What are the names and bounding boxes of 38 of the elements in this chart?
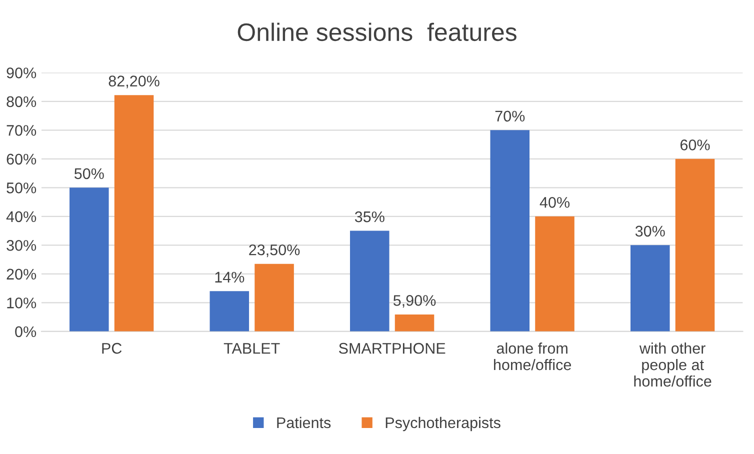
bar	[630, 245, 670, 332]
x-tick-label: PC	[102, 342, 122, 354]
bar	[114, 95, 154, 332]
data-label: 35%	[354, 211, 384, 222]
data-label: 5,90%	[393, 295, 436, 308]
x-tick-label: with other people at home/office	[634, 342, 712, 387]
x-tick-label: alone from home/office	[494, 342, 572, 370]
y-tick-label: 90%	[6, 68, 36, 78]
data-label: 30%	[635, 226, 665, 237]
bar	[394, 314, 434, 332]
y-tick-label: 50%	[6, 182, 36, 194]
bar	[490, 130, 530, 332]
data-label: 50%	[74, 168, 104, 180]
data-label: 14%	[215, 272, 244, 283]
bar	[70, 188, 109, 332]
y-tick-label: 80%	[6, 96, 36, 108]
y-tick-label: 60%	[6, 154, 36, 165]
bar	[535, 216, 574, 332]
bar	[350, 230, 390, 332]
legend-label: Patients	[277, 416, 331, 428]
data-label: 40%	[540, 197, 570, 208]
bar	[675, 158, 715, 332]
bar	[210, 291, 250, 332]
data-label: 82,20%	[108, 76, 160, 88]
y-tick-label: 70%	[6, 125, 36, 136]
x-tick-label: SMARTPHONE	[339, 342, 446, 354]
data-label: 60%	[680, 140, 710, 150]
x-tick-label: TABLET	[224, 343, 280, 354]
y-tick-label: 30%	[6, 240, 36, 251]
y-tick-label: 20%	[6, 268, 36, 280]
y-tick-label: 0%	[15, 326, 36, 338]
data-label: 23,50%	[249, 244, 300, 258]
data-label: 70%	[495, 110, 525, 122]
y-tick-label: 10%	[7, 298, 36, 308]
y-tick-label: 40%	[6, 211, 36, 222]
chart-title: Online sessions features	[238, 22, 516, 42]
legend-label: Psychotherapists	[386, 416, 500, 432]
bar	[254, 264, 294, 332]
